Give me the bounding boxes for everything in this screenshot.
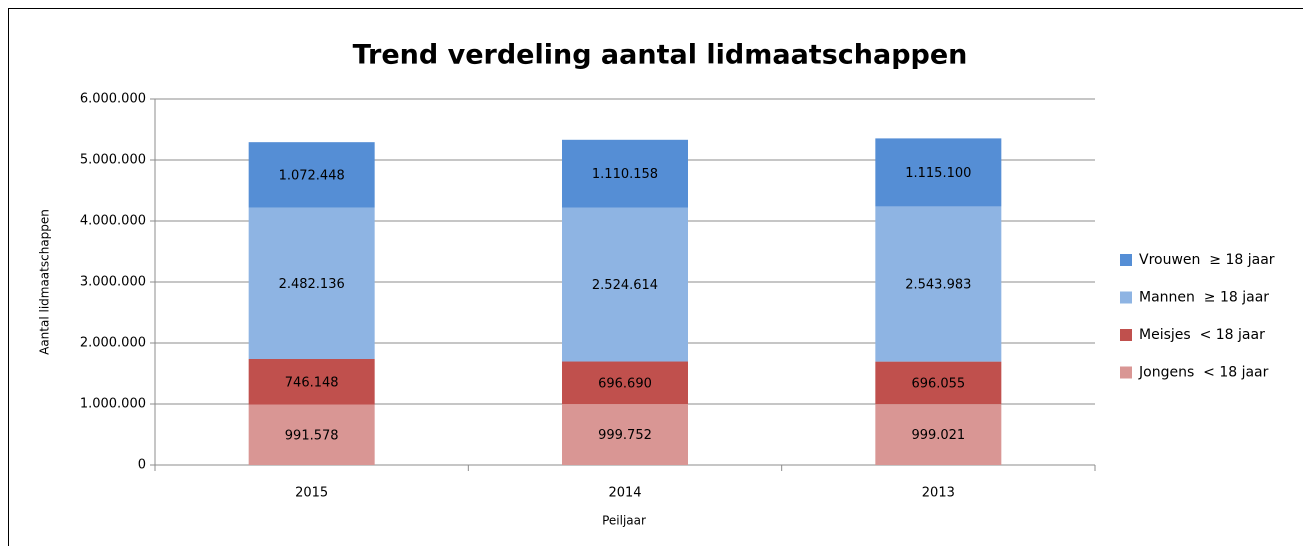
bar-segment	[875, 404, 1002, 465]
bar-segment	[248, 404, 375, 465]
y-tick-label: 2.000.000	[80, 336, 146, 351]
data-label: 1.115.100	[905, 166, 971, 181]
data-label: 1.110.158	[592, 167, 658, 182]
y-tick-label: 3.000.000	[80, 275, 146, 290]
legend-swatch	[1120, 254, 1132, 266]
legend-label: Jongens < 18 jaar	[1138, 365, 1269, 381]
bar-segment	[248, 142, 375, 208]
data-label: 696.690	[598, 376, 652, 391]
data-label: 2.524.614	[592, 278, 658, 293]
chart-title: Trend verdeling aantal lidmaatschappen	[353, 40, 968, 71]
bar-segment	[248, 358, 375, 405]
bar-segment	[875, 206, 1002, 362]
bar-segment	[562, 207, 688, 362]
y-tick-label: 0	[138, 458, 146, 473]
bar-segment	[875, 361, 1002, 405]
legend-label: Meisjes < 18 jaar	[1139, 327, 1265, 343]
data-label: 991.578	[285, 428, 339, 443]
bar-segment	[562, 361, 688, 405]
data-label: 746.148	[285, 375, 339, 390]
legend-swatch	[1120, 366, 1132, 379]
x-tick-label: 2014	[608, 486, 641, 501]
bar-segment	[562, 404, 688, 465]
data-label: 1.072.448	[279, 168, 345, 183]
bar-segment	[562, 139, 688, 208]
bar-segment	[875, 138, 1002, 207]
x-tick-label: 2015	[295, 486, 328, 501]
legend-label: Vrouwen ≥ 18 jaar	[1139, 252, 1275, 268]
y-axis-label: Aantal lidmaatschappen	[38, 209, 52, 355]
y-tick-label: 6.000.000	[80, 92, 146, 107]
data-label: 2.543.983	[905, 278, 971, 293]
data-label: 999.021	[911, 428, 965, 443]
legend-swatch	[1120, 291, 1132, 304]
legend-label: Mannen ≥ 18 jaar	[1139, 290, 1269, 306]
data-label: 696.055	[911, 376, 965, 391]
data-label: 999.752	[598, 428, 652, 443]
x-axis-label: Peiljaar	[602, 514, 646, 528]
x-tick-label: 2013	[922, 486, 955, 501]
y-tick-label: 4.000.000	[80, 214, 146, 229]
y-tick-label: 5.000.000	[80, 153, 146, 168]
y-tick-label: 1.000.000	[80, 397, 146, 412]
legend-swatch	[1120, 329, 1132, 341]
data-label: 2.482.136	[279, 277, 345, 292]
bar-segment	[248, 207, 375, 359]
